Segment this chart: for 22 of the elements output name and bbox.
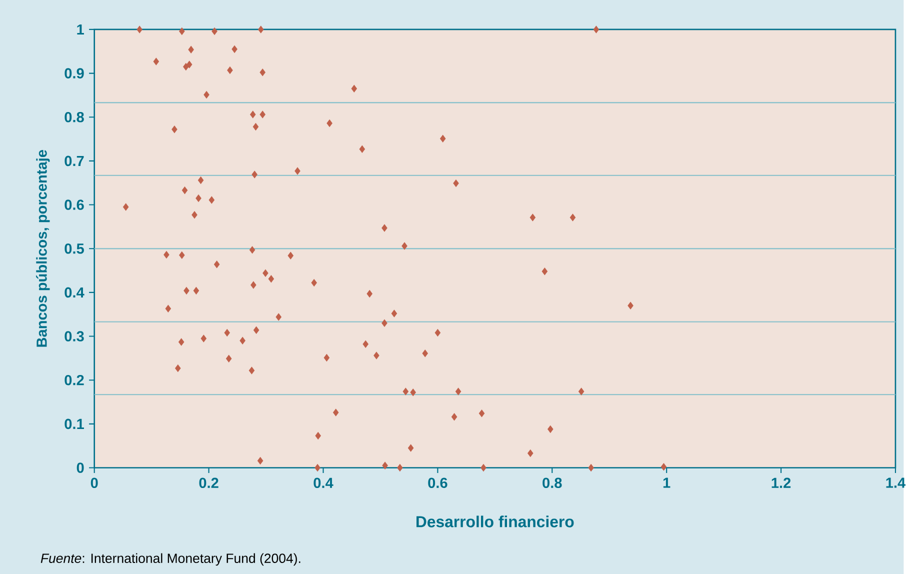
y-axis-title: Bancos públicos, porcentaje xyxy=(36,150,50,347)
x-tick-label: 0.8 xyxy=(542,478,562,488)
x-tick-label: 1.2 xyxy=(772,478,791,488)
y-tick-label: 0.2 xyxy=(64,374,84,386)
text: Fuente: International Monetary Fund (2004). xyxy=(40,553,300,566)
y-tick-label: 0.1 xyxy=(64,418,84,430)
x-axis-title: Desarrollo financiero xyxy=(416,516,574,528)
x-tick-label: 0.6 xyxy=(428,478,448,488)
x-tick-label: 1.4 xyxy=(886,478,906,488)
x-tick-label: 0.4 xyxy=(314,478,334,488)
y-tick-label: 0.5 xyxy=(64,243,84,254)
y-tick-label: 0 xyxy=(76,462,84,473)
y-tick-label: 0.9 xyxy=(64,68,84,78)
x-tick-label: 0.2 xyxy=(199,478,218,488)
y-tick-label: 1 xyxy=(77,24,84,34)
x-tick-label: 1 xyxy=(663,478,670,488)
y-tick-label: 0.7 xyxy=(64,156,84,166)
y-tick-label: 0.4 xyxy=(64,287,84,298)
y-tick-label: 0.6 xyxy=(64,200,84,210)
y-tick-label: 0.8 xyxy=(64,112,84,122)
y-tick-label: 0.3 xyxy=(64,331,84,342)
x-tick-label: 0 xyxy=(90,478,98,488)
